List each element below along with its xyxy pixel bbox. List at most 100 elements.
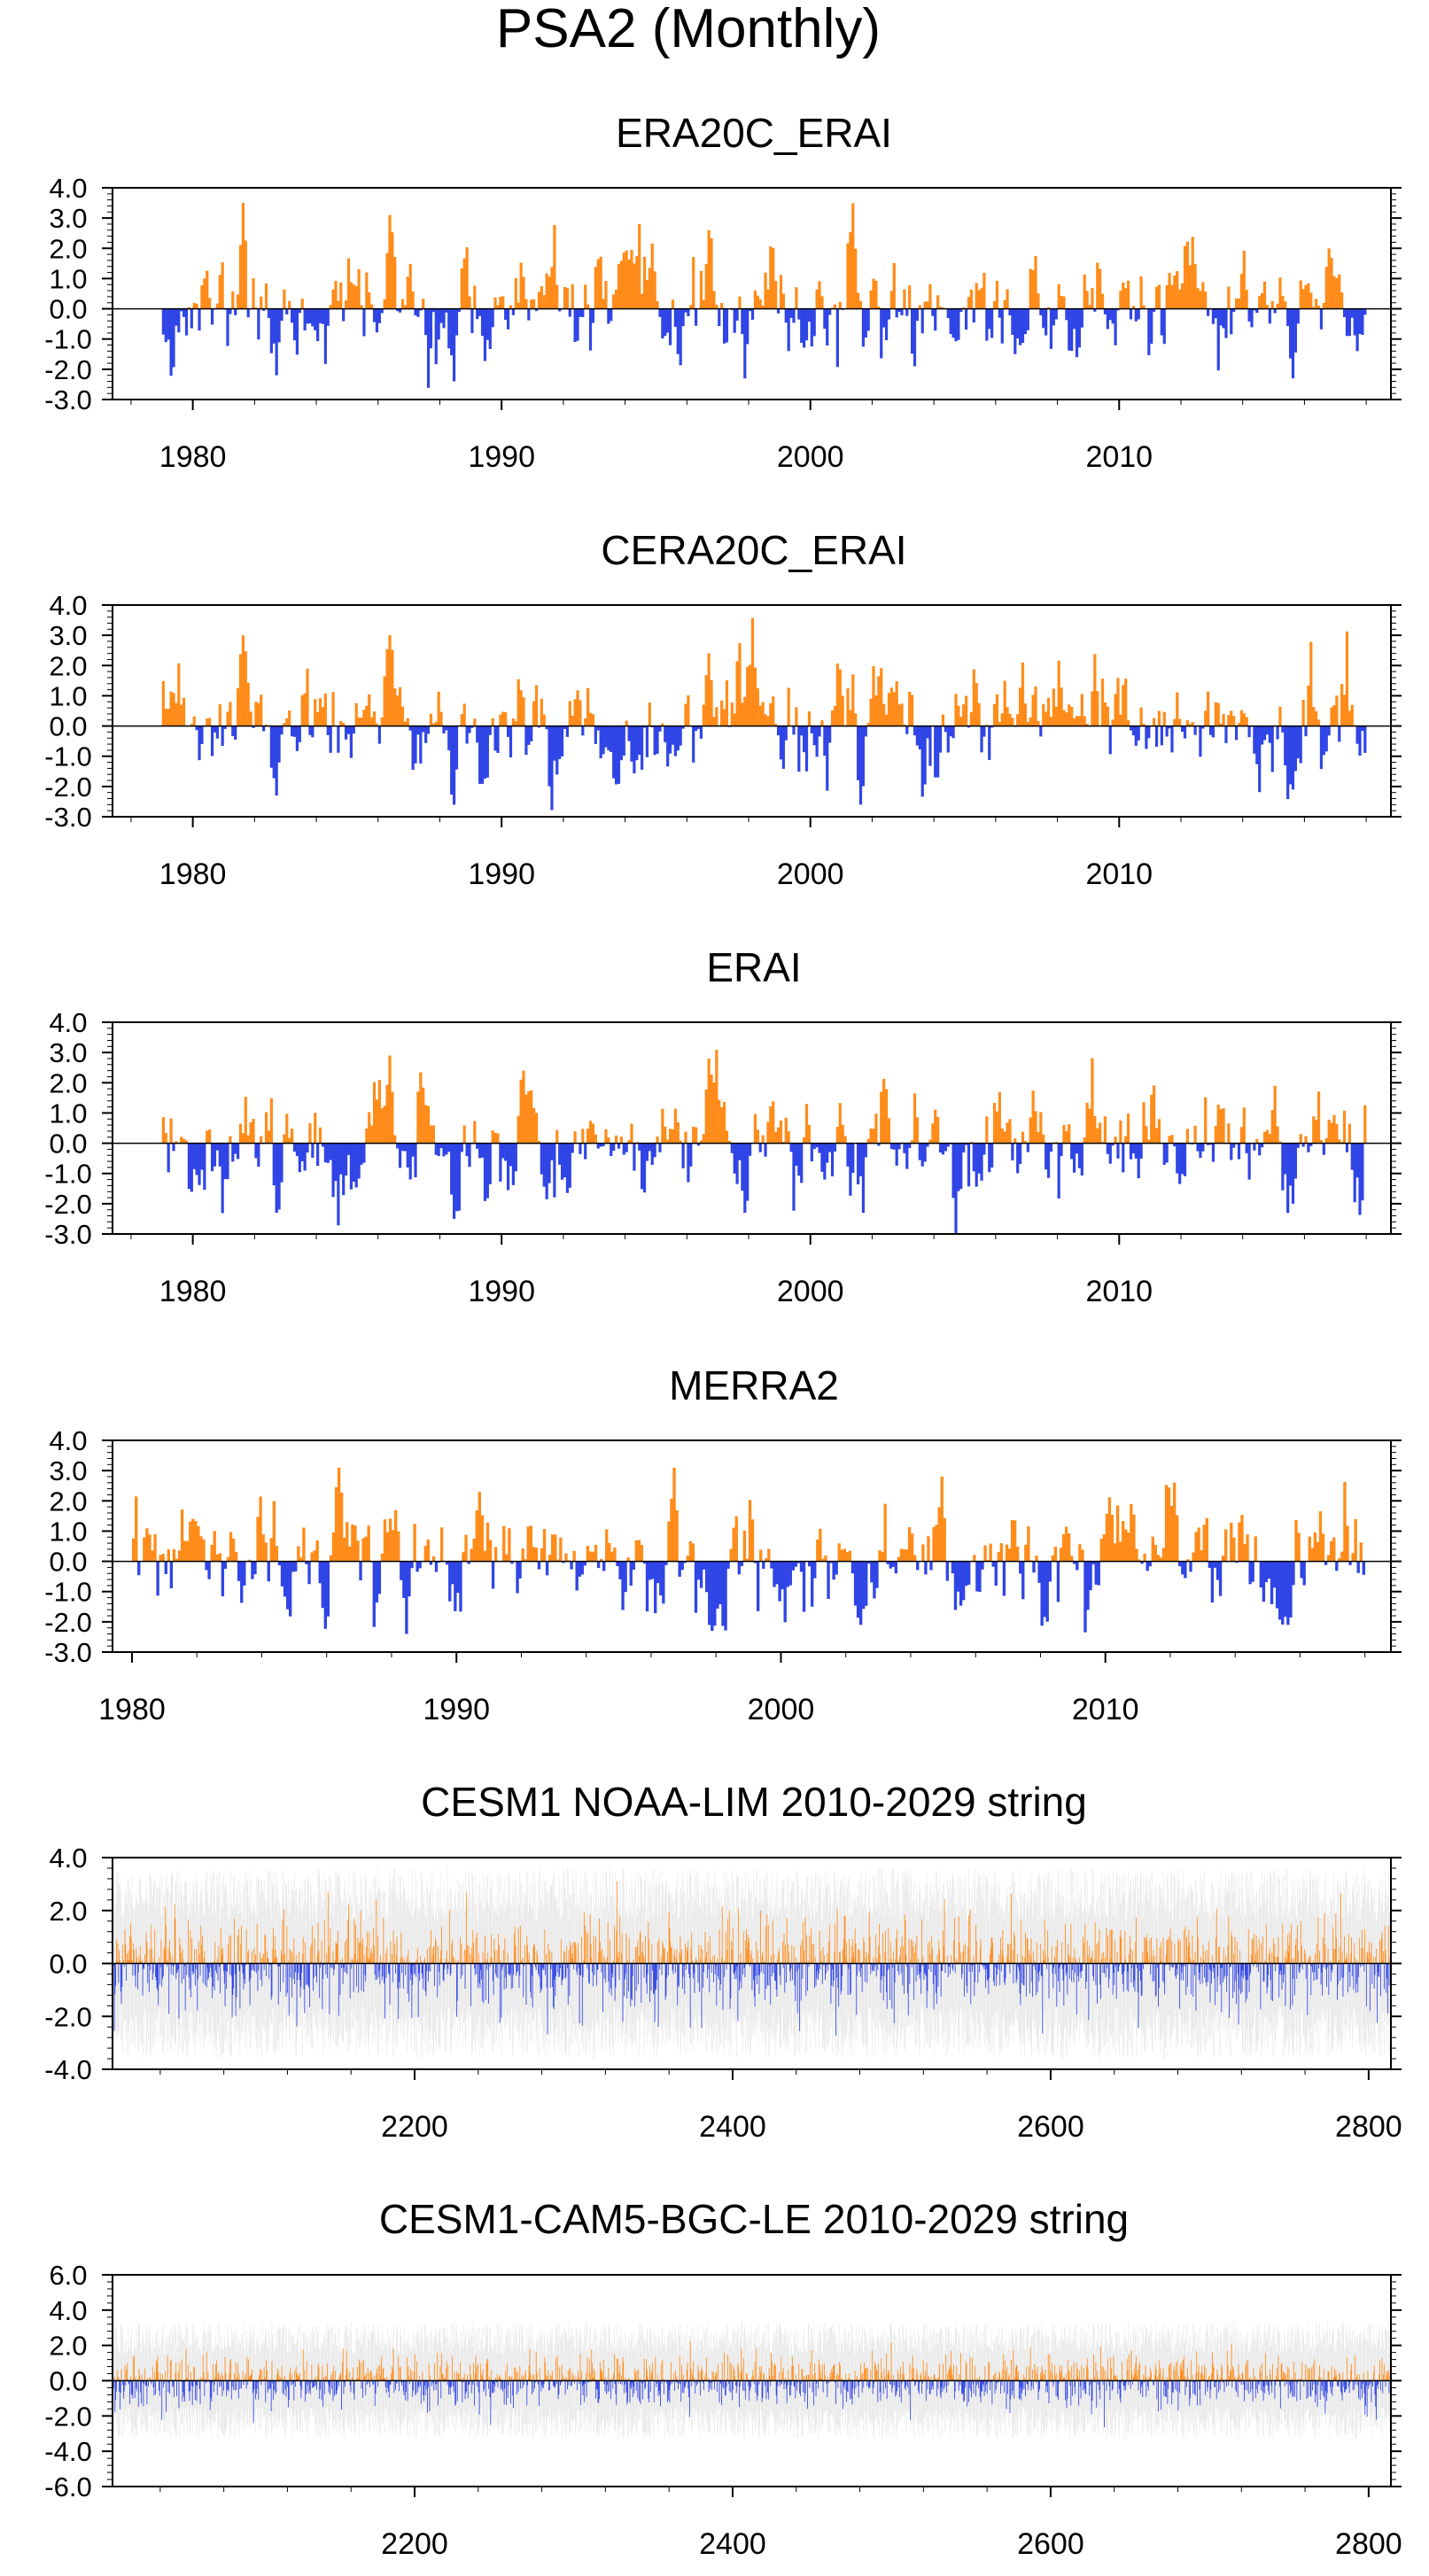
negative-bar (1281, 1561, 1285, 1625)
negative-bar (1309, 1143, 1313, 1146)
positive-bar (1170, 284, 1174, 309)
negative-bar (889, 1143, 893, 1149)
positive-bar (1338, 1139, 1341, 1144)
negative-bar (1129, 308, 1133, 320)
positive-bar (393, 257, 397, 309)
positive-bar (385, 1532, 390, 1562)
negative-bar (291, 725, 294, 737)
positive-bar (161, 1553, 165, 1562)
positive-bar (1309, 292, 1313, 309)
negative-bar (1049, 308, 1053, 349)
negative-bar (610, 308, 613, 322)
negative-bar (696, 1143, 701, 1146)
positive-bar (1068, 704, 1071, 726)
negative-bar (776, 308, 781, 314)
positive-bar (1103, 702, 1107, 726)
positive-bar (472, 1538, 476, 1562)
positive-bar (803, 1137, 806, 1144)
negative-bar (231, 1143, 235, 1162)
negative-bar (658, 308, 662, 317)
positive-bar (426, 1106, 431, 1144)
positive-bar (478, 1492, 481, 1562)
negative-bar (558, 1143, 562, 1165)
positive-bar (177, 1550, 182, 1562)
negative-bar (1296, 308, 1300, 324)
positive-bar (180, 1509, 184, 1562)
positive-bar (1232, 1537, 1236, 1562)
positive-bar (203, 278, 206, 309)
negative-bar (576, 308, 579, 341)
negative-bar (1077, 308, 1081, 348)
positive-bar (169, 1118, 173, 1144)
negative-bar (509, 1143, 513, 1167)
positive-bar (715, 1050, 718, 1144)
positive-bar (1119, 1120, 1122, 1144)
negative-bar (1289, 1561, 1293, 1618)
negative-bar (480, 308, 485, 337)
positive-bar (1019, 687, 1022, 726)
series-bars (161, 1050, 1367, 1234)
positive-bar (787, 1131, 790, 1144)
positive-bar (331, 289, 335, 309)
plot-frame (112, 187, 1392, 400)
positive-bar (475, 1510, 478, 1562)
positive-bar (283, 1134, 286, 1144)
negative-bar (1327, 725, 1331, 736)
negative-bar (339, 1143, 343, 1175)
negative-bar (200, 1143, 204, 1170)
negative-bar (272, 308, 276, 344)
positive-bar (208, 718, 212, 726)
y-tick-label: -2.0 (44, 772, 91, 803)
positive-bar (727, 1140, 731, 1144)
negative-bar (721, 1561, 725, 1626)
negative-bar (1108, 308, 1112, 321)
x-axis: 1980 1990 2000 2010 (130, 1234, 1367, 1308)
y-tick-label: 1.0 (49, 1516, 87, 1547)
negative-bar (1261, 725, 1264, 745)
negative-bar (1291, 1143, 1295, 1204)
negative-bar (1335, 1561, 1339, 1571)
positive-bar (625, 720, 628, 726)
negative-bar (457, 1143, 461, 1211)
positive-bar (1008, 713, 1012, 726)
negative-bar (882, 308, 886, 328)
positive-bar (1085, 1102, 1089, 1144)
negative-bar (826, 308, 829, 346)
positive-bar (283, 289, 286, 309)
negative-bar (1247, 1143, 1251, 1180)
positive-bar (175, 1141, 178, 1144)
negative-bar (1304, 725, 1308, 737)
series-bars (112, 1881, 1392, 2036)
positive-bar (604, 1129, 608, 1144)
positive-bar (434, 721, 438, 726)
positive-bar (396, 695, 400, 726)
negative-bar (545, 1561, 549, 1576)
negative-bar (321, 1561, 324, 1609)
positive-bar (1237, 298, 1241, 309)
positive-bar (591, 714, 595, 726)
positive-bar (1194, 1532, 1198, 1562)
positive-bar (1124, 1529, 1128, 1562)
positive-bar (630, 250, 633, 309)
positive-bar (849, 232, 852, 309)
positive-bar (431, 1125, 435, 1144)
panel-title: ERAI (706, 944, 801, 990)
negative-bar (267, 1561, 270, 1582)
positive-bar (323, 693, 327, 726)
negative-bar (1040, 1561, 1044, 1626)
negative-bar (223, 1143, 227, 1180)
positive-bar (343, 1537, 346, 1562)
positive-bar (1240, 1515, 1244, 1562)
negative-bar (654, 1561, 657, 1614)
positive-bar (361, 1538, 365, 1562)
negative-bar (375, 308, 379, 333)
positive-bar (821, 1558, 825, 1562)
positive-bar (1000, 1128, 1004, 1144)
positive-bar (640, 1544, 644, 1562)
negative-bar (1273, 308, 1277, 314)
negative-bar (920, 725, 924, 797)
negative-bar (553, 725, 556, 761)
positive-bar (291, 1129, 294, 1144)
negative-bar (668, 725, 672, 754)
negative-bar (1073, 1561, 1076, 1564)
